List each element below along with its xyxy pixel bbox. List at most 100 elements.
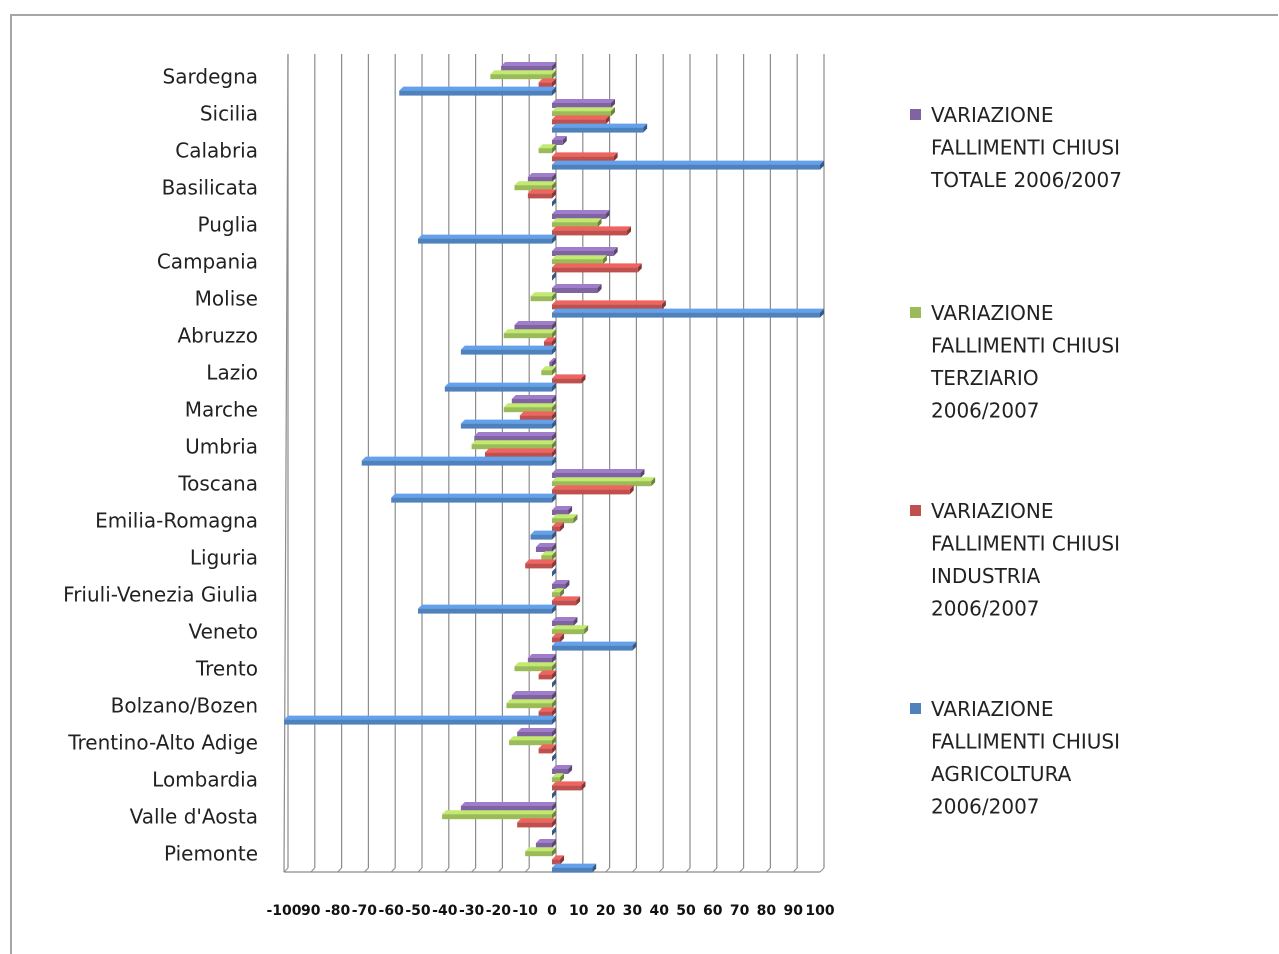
bar-top xyxy=(552,152,618,157)
gridline-floor xyxy=(685,867,691,873)
bar-top xyxy=(552,781,586,786)
gridline-floor xyxy=(310,867,316,873)
x-tick-label: 10 xyxy=(569,903,589,919)
bar-side xyxy=(605,210,610,219)
bar-side xyxy=(560,633,565,643)
bar-side xyxy=(552,752,556,762)
bar-side xyxy=(552,78,556,88)
bar-side xyxy=(584,625,589,635)
bar-top xyxy=(552,855,565,860)
bar-top xyxy=(552,107,615,112)
bar xyxy=(552,481,652,487)
x-tick-label: 70 xyxy=(730,903,750,919)
bar xyxy=(552,222,598,228)
bar xyxy=(552,214,606,219)
category-label: Calabria xyxy=(175,139,258,163)
bar-top xyxy=(552,506,573,510)
bar-top xyxy=(506,699,556,704)
bar-side xyxy=(651,477,656,487)
bar xyxy=(552,378,582,384)
bar xyxy=(552,867,593,873)
bar xyxy=(519,415,552,421)
gridline-floor xyxy=(605,867,610,873)
bar xyxy=(552,267,638,273)
bar-top xyxy=(490,70,556,75)
bar-side xyxy=(552,329,556,339)
gridline-floor xyxy=(444,867,450,873)
bar-top xyxy=(552,218,602,223)
bar-top xyxy=(530,292,556,297)
bar-top xyxy=(552,308,824,313)
bar-side xyxy=(552,432,556,441)
bar-top xyxy=(391,493,556,498)
bar xyxy=(525,851,552,857)
bar-side xyxy=(552,736,556,746)
bar xyxy=(514,325,552,330)
bar xyxy=(442,814,552,820)
bar-side xyxy=(552,292,556,302)
gridline-floor xyxy=(337,867,342,873)
x-tick-label: -80 xyxy=(325,903,351,919)
bar-top xyxy=(552,226,632,231)
bar xyxy=(444,386,552,392)
legend-label: FALLIMENTI CHIUSI xyxy=(931,136,1120,160)
bar-top xyxy=(552,123,648,128)
bar-top xyxy=(460,419,556,424)
bar-side xyxy=(552,62,556,71)
bar-top xyxy=(460,345,556,350)
bar xyxy=(284,719,552,725)
bar-top xyxy=(511,691,556,695)
bar xyxy=(418,608,552,614)
bar xyxy=(552,140,563,145)
bar-top xyxy=(538,78,556,83)
bar-side xyxy=(552,419,556,429)
category-label: Toscana xyxy=(177,472,258,496)
bar-top xyxy=(525,559,556,564)
bar-top xyxy=(552,522,565,527)
bar-side xyxy=(552,818,556,828)
bar-top xyxy=(552,773,565,778)
bar-top xyxy=(543,337,556,342)
bar-top xyxy=(514,662,556,667)
purple-square-icon xyxy=(910,109,921,120)
bar-side xyxy=(637,263,642,273)
x-tick-label: -60 xyxy=(379,903,405,919)
x-tick-label: -40 xyxy=(432,903,458,919)
bar xyxy=(517,732,552,737)
x-tick-label: 30 xyxy=(623,903,643,919)
bar-side xyxy=(560,773,565,783)
bar-top xyxy=(552,300,666,305)
bar-side xyxy=(552,559,556,569)
bar-side xyxy=(552,530,556,540)
bar-side xyxy=(552,181,556,191)
bar-top xyxy=(552,136,567,140)
bar-side xyxy=(552,670,556,680)
bar-top xyxy=(535,543,556,547)
gridline-floor xyxy=(632,867,637,873)
bar-side xyxy=(552,493,556,503)
x-tick-label: -20 xyxy=(486,903,512,919)
bar-top xyxy=(525,847,556,852)
bar-side xyxy=(552,144,556,154)
bar-top xyxy=(399,86,556,91)
bar xyxy=(490,74,552,80)
bar xyxy=(552,119,606,125)
bar xyxy=(552,111,611,117)
x-tick-label: 20 xyxy=(596,903,616,919)
bar-side xyxy=(613,247,618,256)
legend-label: 2006/2007 xyxy=(931,795,1040,819)
x-tick-label: -10 xyxy=(513,903,539,919)
category-label: Valle d'Aosta xyxy=(130,805,258,829)
bar-top xyxy=(501,62,556,66)
bar-side xyxy=(562,136,567,145)
bar xyxy=(460,349,552,355)
bar xyxy=(552,621,574,626)
bar-top xyxy=(527,654,556,658)
bar xyxy=(552,473,641,478)
bar xyxy=(530,296,552,302)
bar-top xyxy=(552,263,642,268)
bar xyxy=(552,230,628,236)
bar-side xyxy=(552,321,556,330)
x-tick-label: -30 xyxy=(459,903,485,919)
bar xyxy=(509,740,552,746)
